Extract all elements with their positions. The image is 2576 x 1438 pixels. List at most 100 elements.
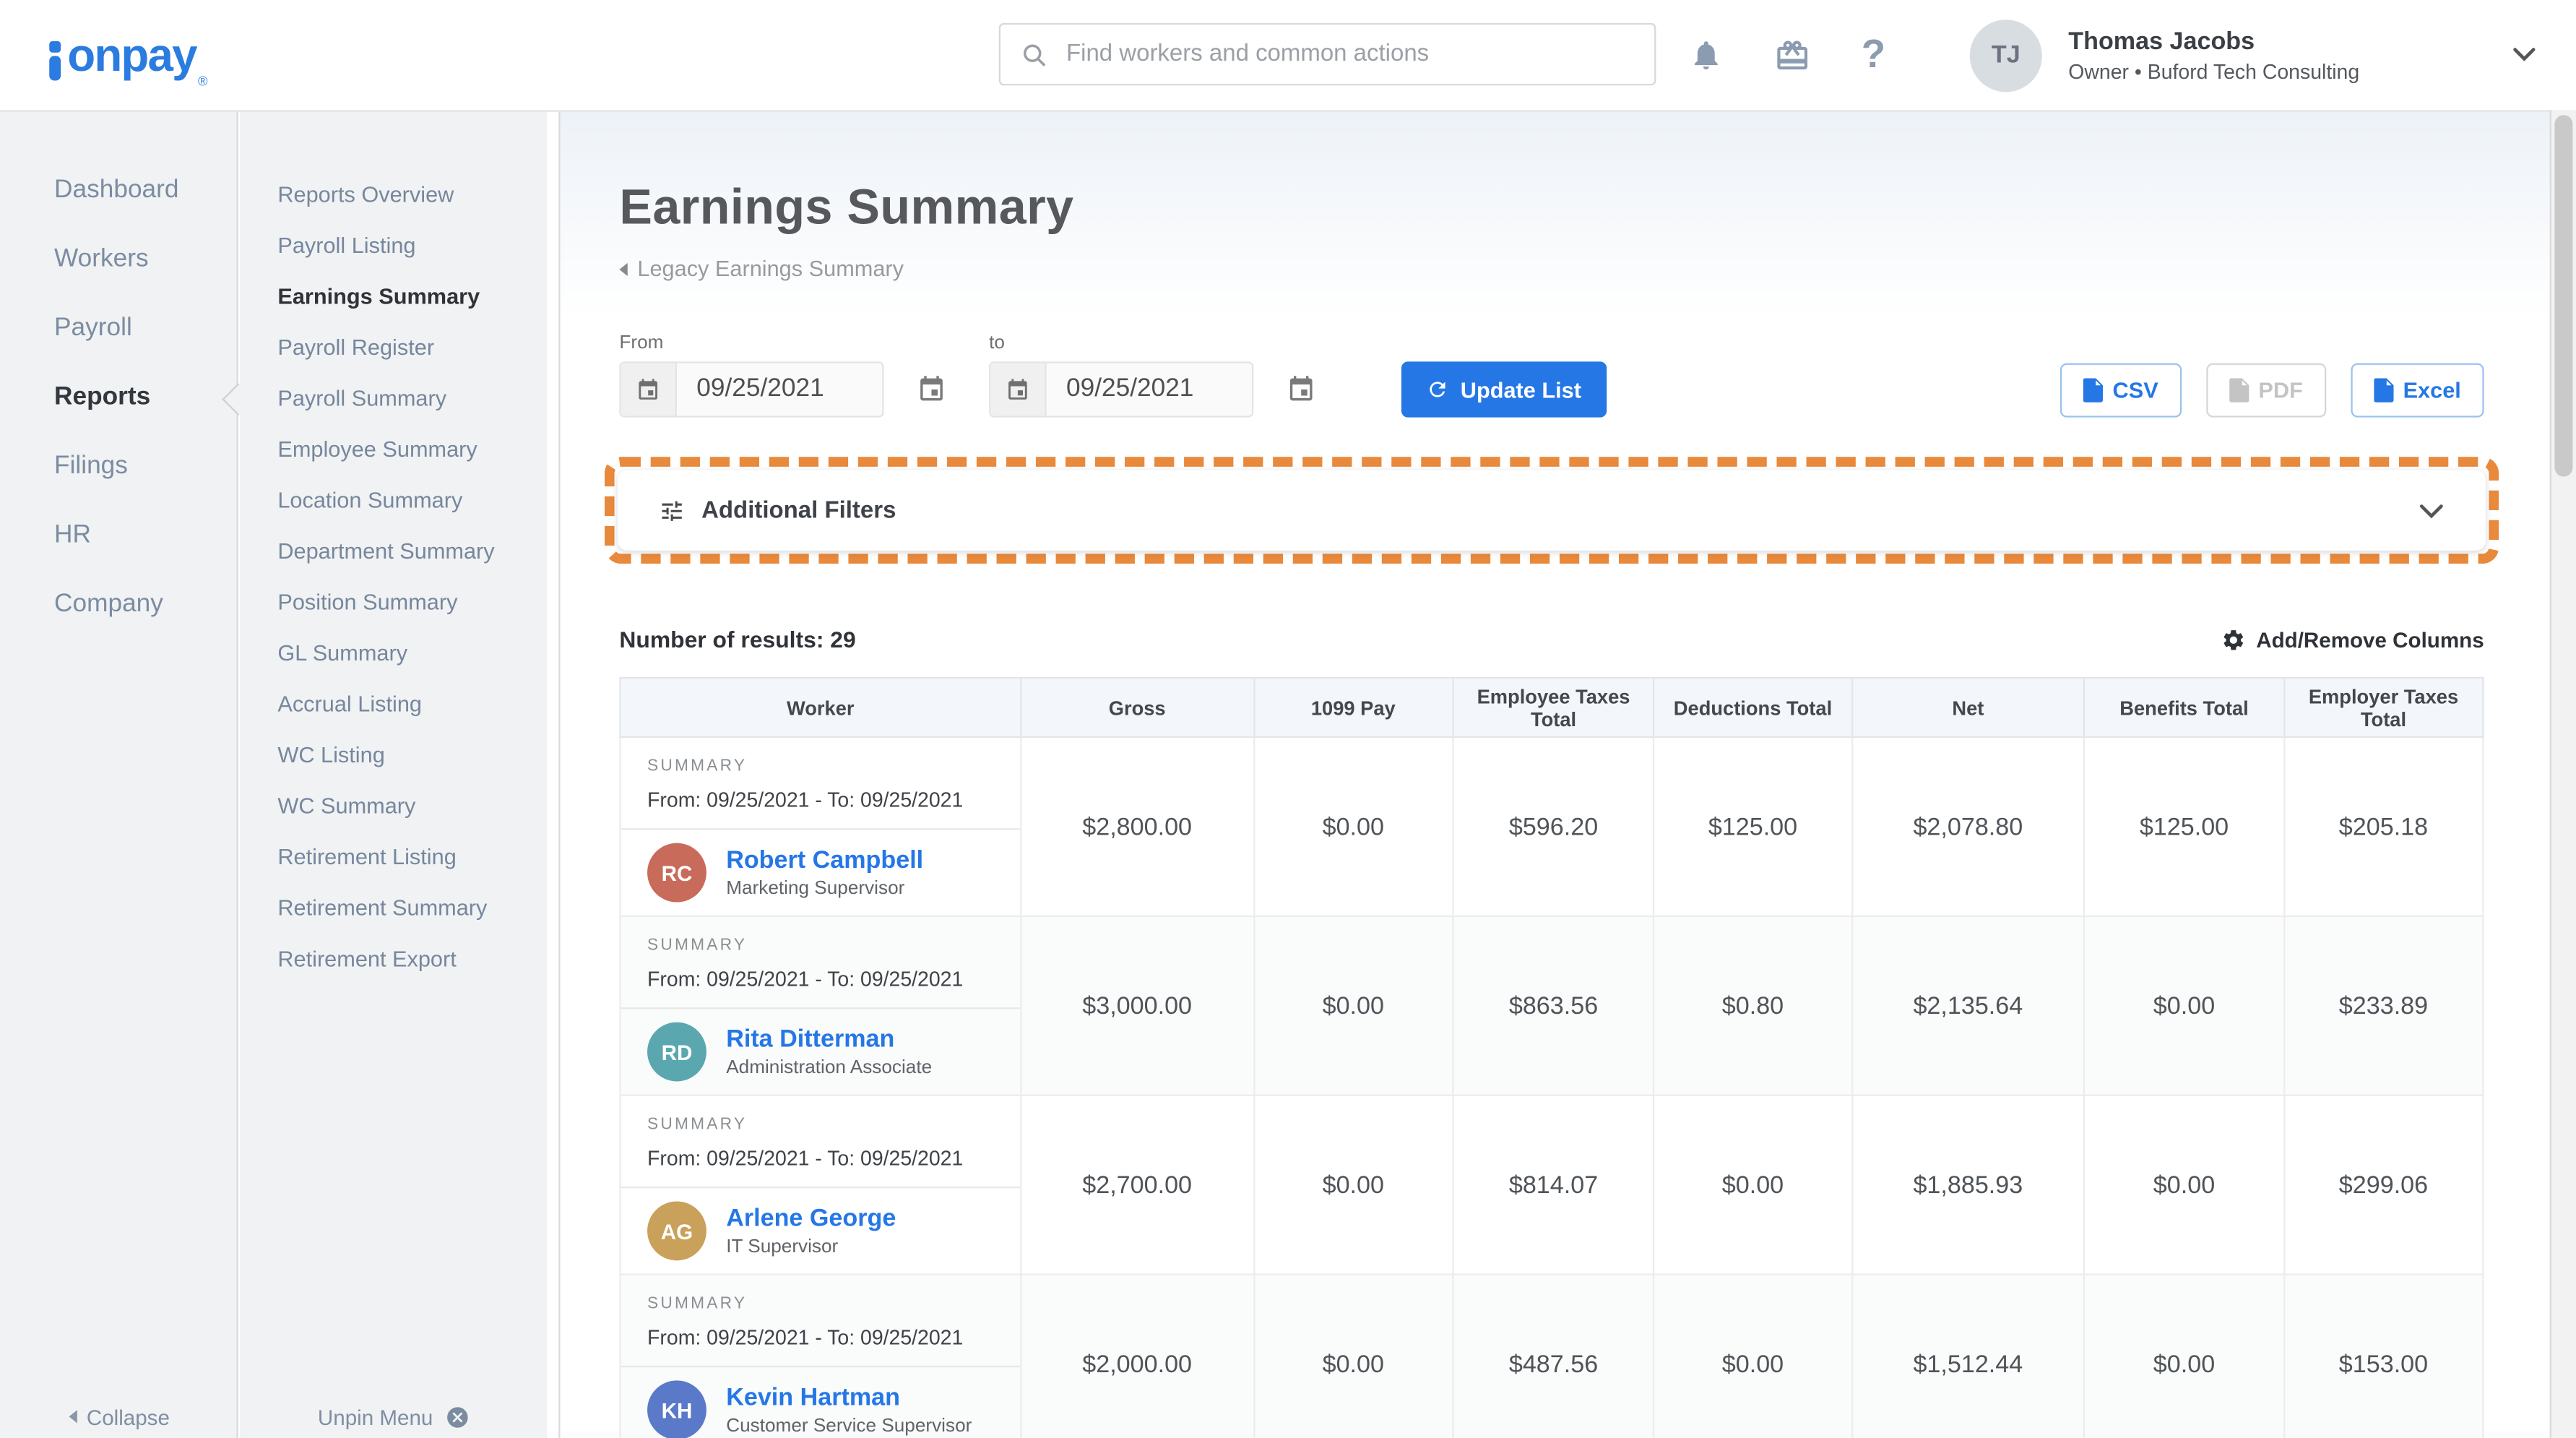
worker-job-title: Marketing Supervisor xyxy=(726,879,905,900)
earnings-table: Worker Gross 1099 Pay Employee Taxes Total D… xyxy=(619,676,2484,1438)
submenu-item-label: WC Summary xyxy=(277,793,416,819)
amount-cell: $0.00 xyxy=(2083,915,2285,1096)
update-list-label: Update List xyxy=(1460,376,1581,402)
table-row: SUMMARY From: 09/25/2021 - To: 09/25/202… xyxy=(619,1273,2484,1438)
sidebar-item-label: Company xyxy=(54,590,163,619)
back-arrow-icon xyxy=(619,262,628,275)
notifications-bell-icon[interactable] xyxy=(1689,38,1724,72)
update-list-button[interactable]: Update List xyxy=(1401,361,1607,418)
submenu-item-label: WC Listing xyxy=(277,742,385,768)
date-filter-row: From 09/25/2021 to xyxy=(619,334,2484,418)
submenu-item-label: Payroll Register xyxy=(277,335,435,361)
vertical-scrollbar[interactable] xyxy=(2549,110,2576,1438)
submenu-item-payroll-listing[interactable]: Payroll Listing xyxy=(240,220,547,272)
help-icon[interactable]: ? xyxy=(1861,32,1886,77)
collapse-label: Collapse xyxy=(86,1404,170,1429)
user-menu[interactable]: TJ Thomas Jacobs Owner • Buford Tech Con… xyxy=(1969,0,2359,110)
submenu-item-retirement-listing[interactable]: Retirement Listing xyxy=(240,832,547,883)
calendar-icon xyxy=(990,363,1047,416)
submenu-item-retirement-summary[interactable]: Retirement Summary xyxy=(240,882,547,934)
export-excel-button[interactable]: Excel xyxy=(2350,363,2484,418)
submenu-item-payroll-register[interactable]: Payroll Register xyxy=(240,322,547,374)
from-date-input[interactable]: 09/25/2021 xyxy=(619,361,884,418)
submenu-item-position-summary[interactable]: Position Summary xyxy=(240,577,547,628)
submenu-item-payroll-summary[interactable]: Payroll Summary xyxy=(240,373,547,424)
worker-name-link[interactable]: Arlene George xyxy=(726,1205,896,1233)
amount-cell: $3,000.00 xyxy=(1019,915,1255,1096)
export-button-label: Excel xyxy=(2403,378,2461,403)
sidebar-item-payroll[interactable]: Payroll xyxy=(0,294,236,363)
onpay-logo-mark-icon xyxy=(49,40,61,80)
filters-chevron-down-icon[interactable] xyxy=(2419,502,2445,519)
worker-cell-divider xyxy=(621,1365,1020,1368)
primary-sidebar: Dashboard Workers Payroll Reports Filings HR C… xyxy=(0,110,238,1438)
submenu-item-employee-summary[interactable]: Employee Summary xyxy=(240,424,547,475)
add-remove-columns-button[interactable]: Add/Remove Columns xyxy=(2221,627,2484,652)
sidebar-item-workers[interactable]: Workers xyxy=(0,225,236,295)
header-icons: ? xyxy=(1689,0,1885,110)
submenu-item-gl-summary[interactable]: GL Summary xyxy=(240,628,547,679)
table-header-row: Worker Gross 1099 Pay Employee Taxes Total D… xyxy=(619,676,2484,739)
search-icon xyxy=(1020,40,1048,69)
gift-icon[interactable] xyxy=(1774,37,1810,73)
search-input[interactable] xyxy=(1063,39,1635,69)
submenu-item-location-summary[interactable]: Location Summary xyxy=(240,475,547,526)
row-summary-label: SUMMARY xyxy=(647,757,748,776)
table-row: SUMMARY From: 09/25/2021 - To: 09/25/202… xyxy=(619,915,2484,1096)
amount-cell: $596.20 xyxy=(1452,736,1655,918)
sidebar-item-label: Filings xyxy=(54,452,128,481)
submenu-item-earnings-summary[interactable]: Earnings Summary xyxy=(240,271,547,322)
sidebar-item-filings[interactable]: Filings xyxy=(0,432,236,501)
submenu-item-department-summary[interactable]: Department Summary xyxy=(240,526,547,577)
amount-cell: $0.00 xyxy=(1653,1273,1853,1438)
sidebar-item-dashboard[interactable]: Dashboard xyxy=(0,156,236,225)
back-link-label: Legacy Earnings Summary xyxy=(637,256,904,281)
submenu-item-label: Location Summary xyxy=(277,488,463,513)
submenu-item-reports-overview[interactable]: Reports Overview xyxy=(240,169,547,220)
worker-name-link[interactable]: Rita Ditterman xyxy=(726,1025,895,1054)
onpay-logo[interactable]: onpay ® xyxy=(49,0,207,110)
submenu-item-label: Employee Summary xyxy=(277,436,477,462)
worker-name-link[interactable]: Robert Campbell xyxy=(726,846,924,874)
to-date-picker-button[interactable] xyxy=(1287,375,1316,405)
from-date-picker-button[interactable] xyxy=(917,375,946,405)
export-buttons: CSV PDF Excel xyxy=(2059,363,2484,418)
amount-cell: $2,700.00 xyxy=(1019,1094,1255,1275)
amount-cell: $863.56 xyxy=(1452,915,1655,1096)
submenu-item-wc-summary[interactable]: WC Summary xyxy=(240,780,547,832)
worker-cell-divider xyxy=(621,1186,1020,1189)
reports-submenu-sidebar: Reports Overview Payroll Listing Earnings … xyxy=(240,110,548,1438)
export-pdf-button[interactable]: PDF xyxy=(2205,363,2326,418)
unpin-menu-button[interactable]: Unpin Menu xyxy=(240,1395,547,1438)
submenu-item-label: Reports Overview xyxy=(277,182,454,207)
amount-cell: $233.89 xyxy=(2283,915,2484,1096)
row-summary-label: SUMMARY xyxy=(647,1116,748,1135)
submenu-item-retirement-export[interactable]: Retirement Export xyxy=(240,934,547,985)
scrollbar-thumb[interactable] xyxy=(2554,115,2573,477)
page-title: Earnings Summary xyxy=(619,181,1074,236)
amount-cell: $0.00 xyxy=(2083,1094,2285,1275)
worker-job-title: IT Supervisor xyxy=(726,1237,839,1257)
submenu-item-wc-listing[interactable]: WC Listing xyxy=(240,730,547,781)
sidebar-item-hr[interactable]: HR xyxy=(0,501,236,571)
export-csv-button[interactable]: CSV xyxy=(2059,363,2182,418)
legacy-earnings-summary-link[interactable]: Legacy Earnings Summary xyxy=(619,257,904,281)
additional-filters-label: Additional Filters xyxy=(701,496,896,524)
sidebar-item-reports[interactable]: Reports xyxy=(0,363,236,433)
amount-cell: $0.00 xyxy=(1253,1273,1454,1438)
to-date-input[interactable]: 09/25/2021 xyxy=(989,361,1254,418)
submenu-item-accrual-listing[interactable]: Accrual Listing xyxy=(240,679,547,730)
user-name: Thomas Jacobs xyxy=(2068,27,2255,56)
worker-name-link[interactable]: Kevin Hartman xyxy=(726,1383,900,1412)
user-menu-chevron-down-icon[interactable] xyxy=(2512,46,2536,63)
table-row: SUMMARY From: 09/25/2021 - To: 09/25/202… xyxy=(619,736,2484,918)
worker-cell-divider xyxy=(621,1007,1020,1009)
collapse-sidebar-button[interactable]: Collapse xyxy=(0,1395,238,1438)
sidebar-item-label: Dashboard xyxy=(54,176,179,204)
amount-cell: $487.56 xyxy=(1452,1273,1655,1438)
additional-filters-toggle[interactable]: Additional Filters xyxy=(618,470,2486,551)
row-date-range: From: 09/25/2021 - To: 09/25/2021 xyxy=(647,1326,964,1350)
global-search[interactable] xyxy=(998,22,1656,86)
column-header-employer-taxes-total: Employer Taxes Total xyxy=(2283,676,2484,739)
sidebar-item-company[interactable]: Company xyxy=(0,570,236,640)
